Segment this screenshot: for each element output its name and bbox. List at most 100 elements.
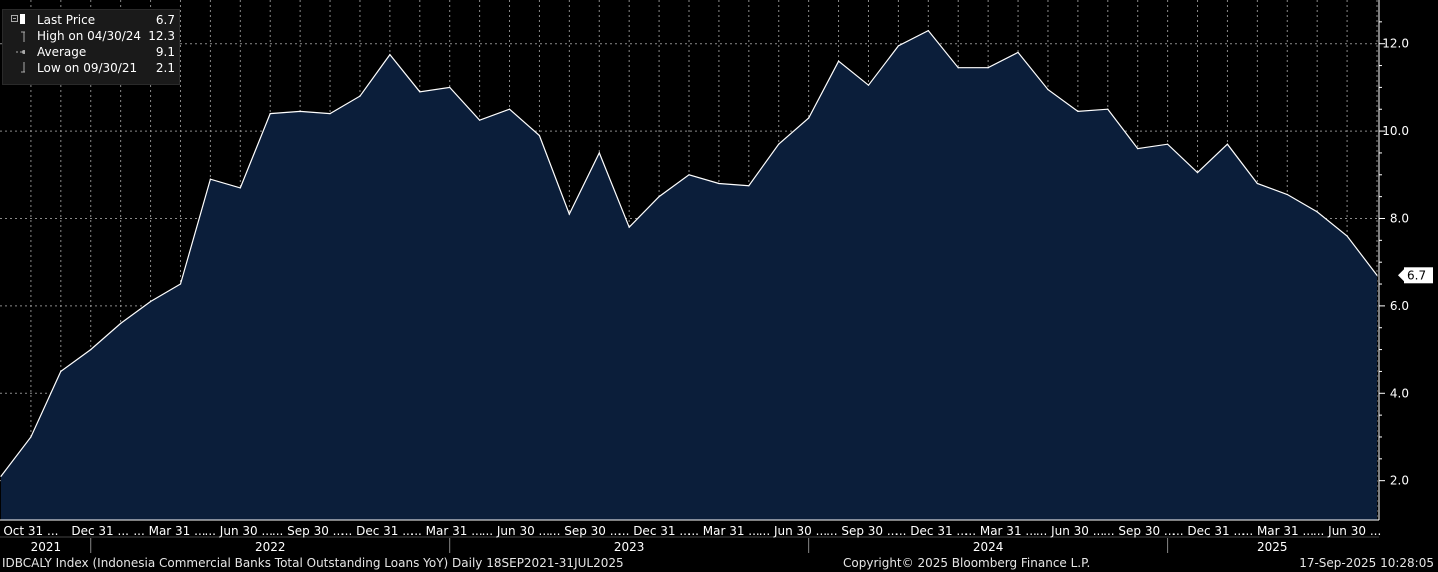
legend-item-low: Low on 09/30/21 2.1 [3, 60, 179, 76]
data-point [628, 226, 630, 228]
x-tick-label: ... Mar 31 ... [965, 524, 1037, 538]
data-point [688, 174, 690, 176]
x-year-label: 2025 [1257, 540, 1288, 554]
x-tick-label: ... Mar 31 ... [133, 524, 205, 538]
average-marker-icon [16, 50, 25, 54]
data-point [30, 436, 32, 438]
x-year-label: 2022 [255, 540, 286, 554]
footer-bar: IDBCALY Index (Indonesia Commercial Bank… [0, 555, 1438, 572]
area-fill [1, 30, 1377, 520]
data-point [60, 370, 62, 373]
data-point [808, 117, 810, 119]
data-point [269, 113, 271, 115]
y-tick-label: 6.0 [1390, 299, 1409, 313]
last-price-tag-pointer [1398, 269, 1404, 282]
x-year-label: 2024 [973, 540, 1004, 554]
x-year-label: 2021 [31, 540, 62, 554]
data-point [957, 67, 959, 69]
data-point [0, 475, 2, 477]
legend-item-last-price: Last Price 6.7 [3, 12, 179, 28]
legend-value: 9.1 [155, 45, 175, 59]
data-point [1107, 108, 1109, 110]
data-point [90, 348, 92, 351]
x-tick-label: ... Jun 30 ... [205, 524, 273, 538]
legend-label: Low on 09/30/21 [37, 61, 138, 75]
x-year-label: 2023 [614, 540, 645, 554]
data-point [1226, 143, 1229, 145]
data-point [479, 119, 481, 121]
y-axis: 2.0 4.0 6.0 8.0 10.0 12.0 [1378, 0, 1409, 520]
data-point [837, 60, 840, 62]
x-tick-label: Dec 31 ... [71, 524, 129, 538]
data-point [568, 213, 570, 215]
data-point [718, 182, 720, 185]
last-price-tag-label: 6.7 [1407, 268, 1426, 282]
last-price-tag: 6.7 [1398, 267, 1433, 284]
x-tick-label: ... Sep 30 ... [549, 524, 621, 538]
legend-label: High on 04/30/24 [37, 29, 142, 43]
legend-item-average: Average 9.1 [3, 44, 179, 60]
data-point [449, 86, 451, 88]
y-tick-label: 10.0 [1382, 124, 1409, 138]
x-tick-label: Oct 31 ... [3, 524, 58, 538]
data-point [1196, 172, 1199, 174]
x-tick-label: ... Jun 30 ... [1036, 524, 1104, 538]
data-point [239, 187, 241, 189]
x-tick-label: ... Dec 31 ... [1172, 524, 1245, 538]
data-points [0, 29, 1378, 477]
data-point [359, 95, 361, 97]
data-point [389, 54, 391, 56]
legend: Last Price 6.7 High on 04/30/24 12.3 Ave… [2, 9, 180, 85]
data-point [1047, 88, 1049, 91]
x-tick-label: ... Dec 31 ... [895, 524, 968, 538]
footer-copyright: Copyright© 2025 Bloomberg Finance L.P. [843, 556, 1091, 570]
data-point [209, 178, 211, 180]
data-point [658, 196, 660, 198]
y-tick-label: 2.0 [1390, 474, 1409, 488]
data-point [927, 29, 929, 32]
data-point [1077, 110, 1079, 113]
legend-label: Average [37, 45, 87, 59]
x-tick-label: ... Sep 30 ... [1103, 524, 1175, 538]
x-tick-label: ... Jun 30 ... [482, 524, 550, 538]
x-tick-label: ... Jun 30 ... [1313, 524, 1381, 538]
legend-item-high: High on 04/30/24 12.3 [3, 28, 179, 44]
data-point [508, 108, 511, 110]
x-tick-label: ... Sep 30 ... [272, 524, 344, 538]
data-point [1346, 235, 1348, 237]
legend-label: Last Price [37, 13, 96, 27]
data-point [120, 322, 122, 324]
data-point [149, 300, 152, 303]
data-point [867, 84, 870, 86]
data-point [1167, 143, 1169, 145]
legend-value: 12.3 [148, 29, 175, 43]
high-marker-icon [21, 31, 25, 42]
data-point [1316, 211, 1318, 213]
data-point [1017, 51, 1019, 54]
data-point [329, 113, 331, 115]
x-tick-label: ... Dec 31 ... [341, 524, 414, 538]
data-point [179, 283, 182, 285]
data-point [778, 143, 780, 145]
low-marker-icon [21, 62, 25, 73]
footer-description: IDBCALY Index (Indonesia Commercial Bank… [2, 556, 624, 570]
data-point [598, 152, 600, 154]
collapse-icon [11, 14, 25, 24]
x-tick-label: ... Jun 30 ... [759, 524, 827, 538]
data-point [419, 91, 421, 93]
data-point [897, 45, 899, 47]
y-tick-label: 4.0 [1390, 386, 1409, 400]
x-tick-label: ... Mar 31 ... [1242, 524, 1314, 538]
data-point [748, 185, 750, 187]
x-tick-label: ... Sep 30 ... [826, 524, 898, 538]
last-price-tag-box [1404, 267, 1433, 284]
data-point [1137, 147, 1139, 150]
x-axis: Oct 31 ... Dec 31 ...... Mar 31 ...... Ju… [0, 519, 1381, 554]
legend-value: 2.1 [155, 61, 175, 75]
x-tick-label: ... Mar 31 ... [688, 524, 760, 538]
y-tick-label: 12.0 [1382, 37, 1409, 51]
footer-timestamp: 17-Sep-2025 10:28:05 [1299, 556, 1434, 570]
y-tick-label: 8.0 [1390, 211, 1409, 225]
x-tick-label: ... Mar 31 ... [410, 524, 482, 538]
